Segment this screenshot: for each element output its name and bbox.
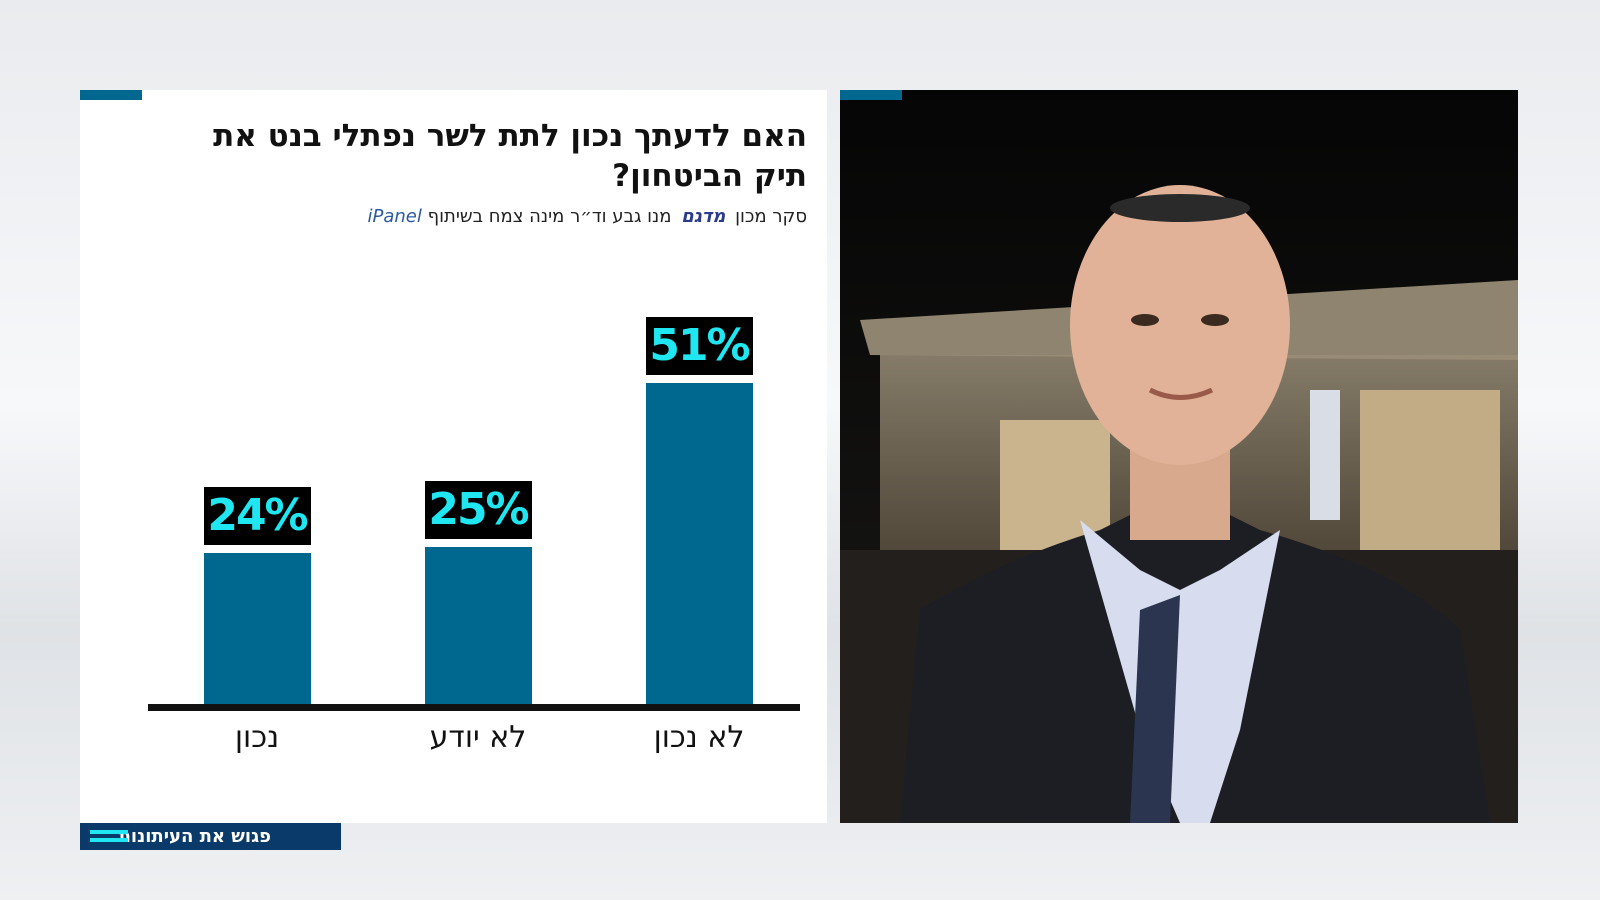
chart-panel: האם לדעתך נכון לתת לשר נפתלי בנט את תיק … [80, 90, 827, 823]
baseline [148, 704, 800, 711]
x-tick-label: נכון [234, 720, 280, 755]
logo-text: iPanel [367, 206, 422, 227]
data-label: 25% [424, 480, 532, 539]
photo [840, 90, 1518, 823]
photo-panel [840, 90, 1518, 823]
x-tick-label: לא נכון [653, 720, 745, 755]
chart-source: סקר מכון מדגם מנו גבע וד״ר מינה צמח בשית… [368, 206, 808, 227]
program-tag: פגוש את העיתונות [80, 823, 341, 850]
bar [203, 552, 311, 704]
accent-bar [840, 90, 902, 100]
program-name: פגוש את העיתונות [118, 826, 271, 847]
x-tick-label: לא יודע [429, 720, 527, 755]
accent-bar [80, 90, 142, 100]
bar [645, 382, 753, 704]
bar [424, 546, 532, 704]
logo-text: מדגם [681, 206, 726, 227]
tag-icon [90, 830, 128, 834]
data-label: 24% [203, 486, 311, 545]
source-text: מנו גבע וד״ר מינה צמח בשיתוף [427, 206, 672, 227]
chart-title: האם לדעתך נכון לתת לשר נפתלי בנט את תיק … [213, 118, 807, 194]
source-text: סקר מכון [735, 206, 807, 227]
data-label: 51% [645, 316, 753, 375]
